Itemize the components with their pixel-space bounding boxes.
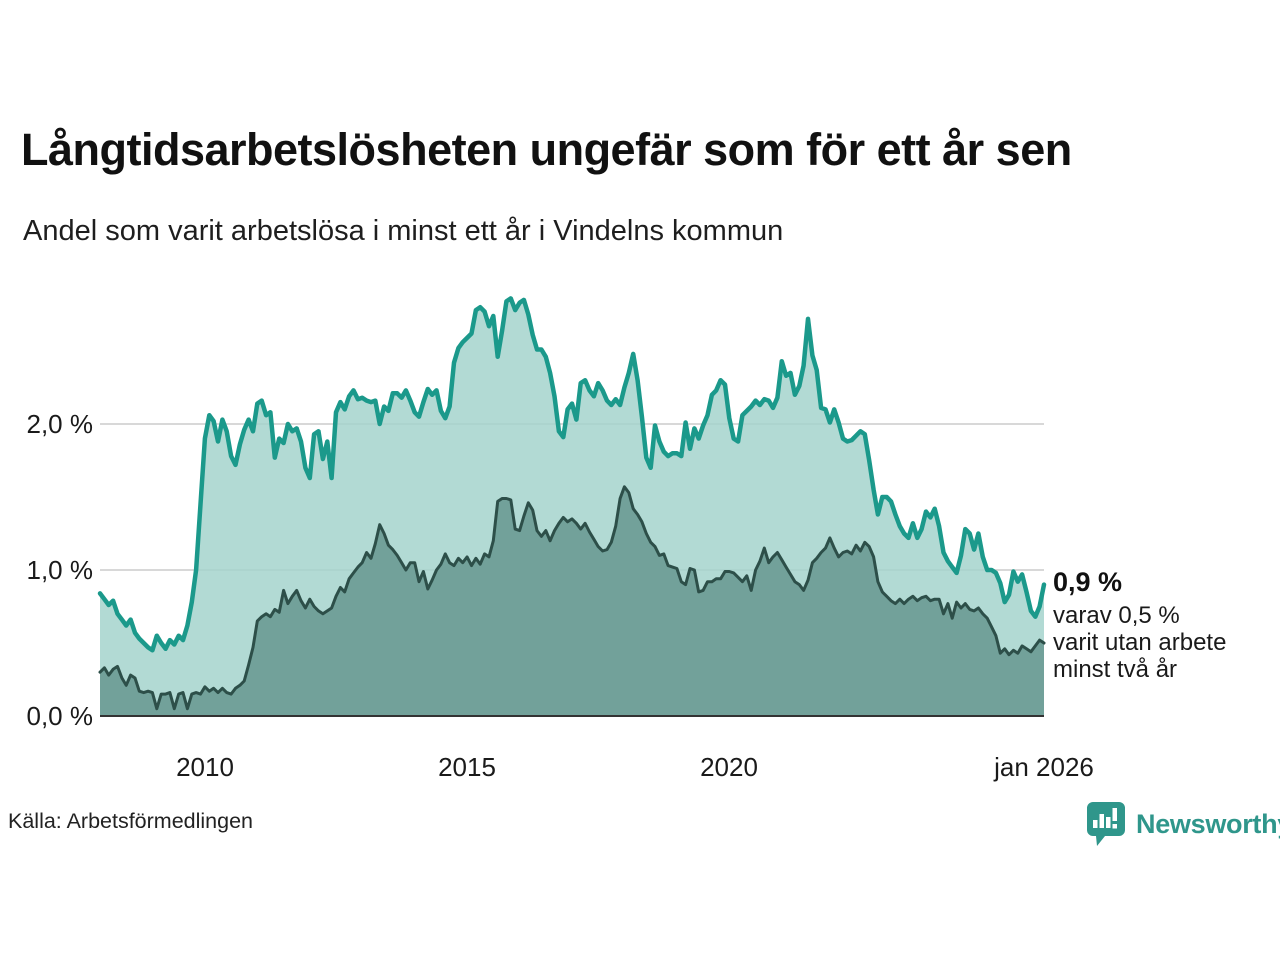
annotation-line-2: varit utan arbete: [1053, 629, 1227, 656]
source-note: Källa: Arbetsförmedlingen: [8, 809, 254, 833]
x-tick-label-2015: 2015: [438, 752, 496, 782]
series-two-year-area: [100, 486, 1044, 716]
brand-name: Newsworthy: [1136, 808, 1280, 839]
series-total-line: [97, 296, 1047, 653]
y-tick-label-1: 1,0 %: [26, 555, 94, 585]
series-two-year-line: [98, 485, 1046, 711]
chart-subtitle: Andel som varit arbetslösa i minst ett å…: [23, 215, 784, 247]
end-value-total: 0,9 %: [1053, 567, 1123, 597]
x-tick-label-jan-2026: jan 2026: [994, 752, 1094, 782]
page-title: Långtidsarbetslösheten ungefär som för e…: [21, 124, 1072, 175]
newsworthy-logo: Newsworthy: [1086, 800, 1280, 848]
annotation-line-1: varav 0,5 %: [1053, 602, 1180, 629]
newsworthy-bubble-chart-icon: [1087, 802, 1125, 846]
x-tick-label-2010: 2010: [176, 752, 234, 782]
end-value-annotation: 0,9 % varav 0,5 % varit utan arbete mins…: [1053, 567, 1226, 683]
annotation-line-3: minst två år: [1053, 656, 1178, 683]
y-tick-label-2: 2,0 %: [26, 409, 94, 439]
x-tick-label-2020: 2020: [700, 752, 758, 782]
y-tick-label-0: 0,0 %: [26, 701, 94, 731]
